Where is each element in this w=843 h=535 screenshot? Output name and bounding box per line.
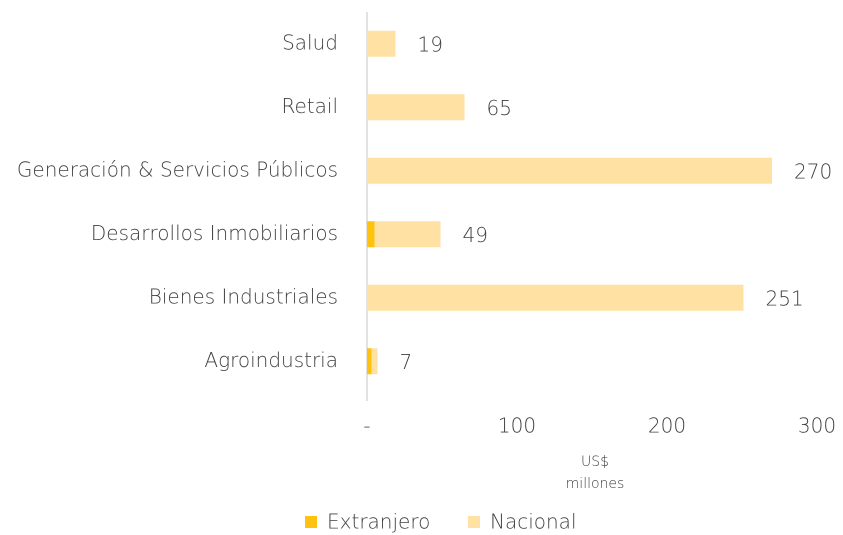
legend-label: Nacional bbox=[490, 510, 577, 534]
bar-segment bbox=[367, 157, 772, 184]
data-label: 65 bbox=[487, 96, 512, 120]
x-tick-label: - bbox=[363, 414, 370, 438]
bar-segment bbox=[367, 284, 744, 311]
bar-segment bbox=[367, 348, 372, 375]
bar-segment bbox=[371, 348, 378, 375]
bar-segment bbox=[367, 221, 375, 248]
bar-segment bbox=[367, 30, 396, 57]
data-label: 19 bbox=[418, 32, 443, 56]
x-axis-label: US$ bbox=[581, 454, 609, 470]
y-tick-label: Salud bbox=[282, 30, 338, 54]
x-tick-label: 300 bbox=[798, 414, 836, 438]
data-label: 251 bbox=[766, 286, 804, 310]
legend-swatch bbox=[305, 516, 317, 528]
y-tick-label: Desarrollos Inmobiliarios bbox=[91, 221, 338, 245]
y-tick-label: Bienes Industriales bbox=[149, 284, 338, 308]
x-axis-label: millones bbox=[566, 476, 625, 492]
y-tick-label: Agroindustria bbox=[204, 348, 338, 372]
data-label: 49 bbox=[463, 223, 488, 247]
legend-swatch bbox=[468, 516, 480, 528]
bar-segment bbox=[367, 94, 465, 121]
legend-label: Extranjero bbox=[327, 510, 430, 534]
data-label: 270 bbox=[794, 159, 832, 183]
bar-segment bbox=[374, 221, 441, 248]
x-tick-label: 200 bbox=[648, 414, 686, 438]
data-label: 7 bbox=[400, 350, 413, 374]
y-tick-label: Retail bbox=[281, 94, 338, 118]
x-tick-label: 100 bbox=[498, 414, 536, 438]
y-tick-label: Generación & Servicios Públicos bbox=[17, 157, 338, 181]
